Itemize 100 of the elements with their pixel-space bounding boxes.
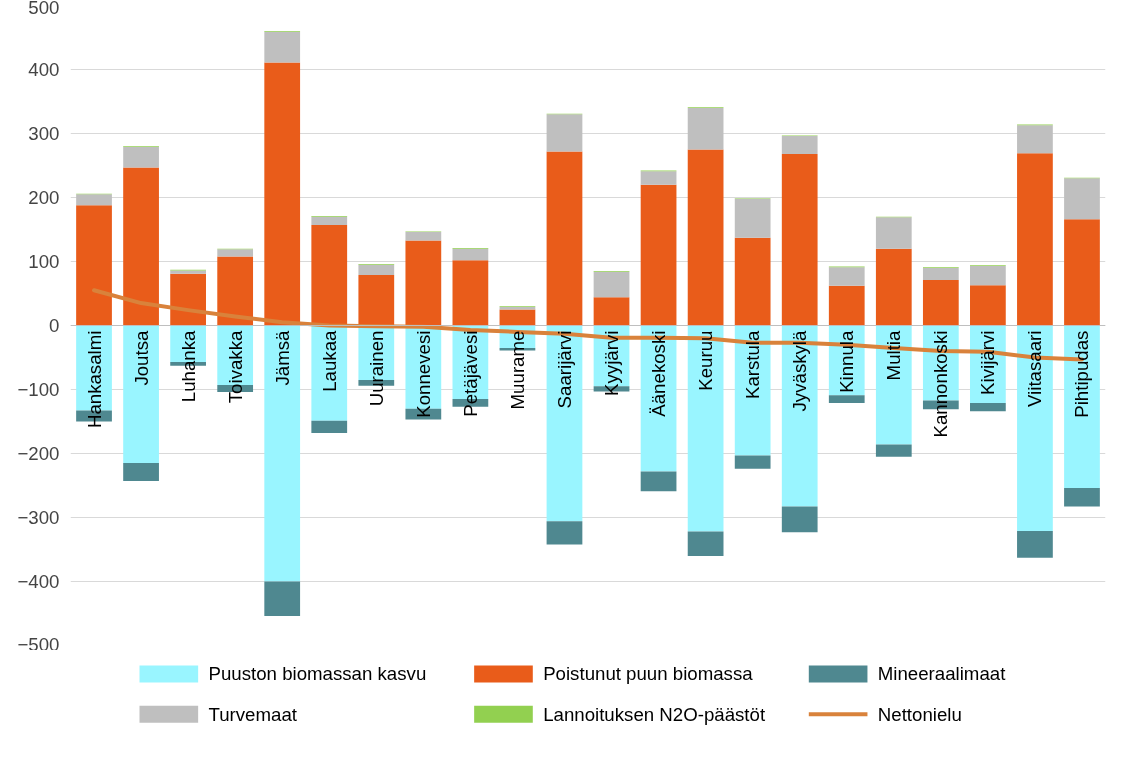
x-tick-label: Pihtipudas <box>1071 330 1093 418</box>
y-tick-label: 400 <box>28 59 60 80</box>
x-tick-label: Luhanka <box>177 330 199 403</box>
bar <box>922 280 959 326</box>
bar <box>922 267 959 281</box>
bar <box>781 325 818 507</box>
bar <box>875 325 912 445</box>
bar <box>546 114 583 152</box>
bar <box>734 198 771 238</box>
bar <box>123 146 159 168</box>
legend-label: Poistunut puun biomassa <box>543 663 754 685</box>
bar <box>1064 219 1100 326</box>
legend-label: Mineeraalimaat <box>877 663 1007 685</box>
bar <box>1017 153 1053 326</box>
bar <box>123 463 159 482</box>
bar <box>687 325 724 532</box>
bar <box>734 237 771 326</box>
bar <box>546 151 583 326</box>
bar <box>828 285 865 326</box>
bar <box>687 107 724 150</box>
x-tick-label: Muurame <box>506 330 528 410</box>
bar <box>123 325 159 464</box>
bar <box>828 395 865 403</box>
bar <box>217 249 254 257</box>
bar <box>76 194 112 206</box>
bar <box>1064 488 1100 507</box>
bar <box>875 217 912 249</box>
x-tick-label: Äänekoski <box>648 330 670 417</box>
bar <box>1064 178 1100 220</box>
x-tick-label: Jämsä <box>271 330 293 386</box>
x-tick-label: Toivakka <box>224 330 246 404</box>
bar <box>264 31 301 63</box>
bar <box>546 521 583 545</box>
y-tick-label: 500 <box>28 0 60 18</box>
bar <box>1017 325 1053 531</box>
y-tick-label: −200 <box>17 443 60 464</box>
bar <box>687 149 724 326</box>
y-tick-label: −500 <box>17 633 60 655</box>
y-tick-label: −300 <box>17 507 60 528</box>
bar <box>358 274 395 326</box>
bar <box>405 240 442 326</box>
bar <box>311 216 348 226</box>
bar <box>640 184 677 326</box>
bar <box>640 471 677 492</box>
bar <box>264 581 301 617</box>
bar <box>358 264 395 275</box>
legend-label: Puuston biomassan kasvu <box>208 663 427 685</box>
y-tick-label: −100 <box>17 379 60 400</box>
bar <box>452 260 489 326</box>
bar <box>264 325 301 582</box>
y-tick-label: 100 <box>28 251 60 272</box>
x-tick-label: Saarijärvi <box>553 330 575 409</box>
bar <box>593 297 630 326</box>
x-tick-label: Keuruu <box>695 330 717 391</box>
bar <box>405 232 442 241</box>
x-tick-label: Joutsa <box>130 330 152 386</box>
x-tick-label: Uurainen <box>365 330 387 407</box>
bar <box>170 273 206 326</box>
legend-label: Nettonielu <box>877 703 962 725</box>
x-tick-label: Kyyjärvi <box>601 330 623 396</box>
x-tick-label: Kannonkoski <box>930 330 952 438</box>
bar <box>970 265 1006 286</box>
bar <box>311 225 348 326</box>
x-tick-label: Hankasalmi <box>83 330 105 429</box>
legend-label: Turvemaat <box>208 703 298 725</box>
bar <box>781 136 818 154</box>
bar <box>311 420 348 434</box>
bar <box>593 271 630 298</box>
bar <box>123 167 159 326</box>
bar <box>452 248 489 261</box>
y-tick-label: 300 <box>28 123 60 144</box>
y-tick-label: −400 <box>17 571 60 592</box>
x-tick-label: Kivijärvi <box>977 330 999 395</box>
x-tick-label: Laukaa <box>318 330 340 392</box>
bar <box>970 285 1006 326</box>
x-tick-label: Petäjävesi <box>459 330 481 417</box>
bar <box>264 62 301 326</box>
x-tick-label: Konnevesi <box>412 330 434 418</box>
bar <box>687 531 724 556</box>
y-tick-label: 200 <box>28 187 60 208</box>
bar <box>781 153 818 326</box>
bar <box>76 205 112 326</box>
bar <box>734 455 771 469</box>
bar <box>1017 530 1053 558</box>
x-tick-label: Jyväskylä <box>789 330 811 412</box>
y-tick-label: 0 <box>49 315 60 336</box>
x-tick-label: Karstula <box>742 330 764 400</box>
bar <box>217 256 254 326</box>
legend-label: Lannoituksen N2O-päästöt <box>543 703 766 725</box>
bar <box>640 171 677 185</box>
x-tick-label: Viitasaari <box>1024 330 1046 408</box>
bar <box>875 248 912 326</box>
bar <box>499 309 536 326</box>
bar <box>970 402 1006 412</box>
bar <box>1017 125 1053 154</box>
x-tick-label: Kinnula <box>836 330 858 393</box>
bar <box>875 444 912 457</box>
bar <box>781 506 818 533</box>
x-tick-label: Multia <box>883 330 905 381</box>
bar <box>828 267 865 286</box>
